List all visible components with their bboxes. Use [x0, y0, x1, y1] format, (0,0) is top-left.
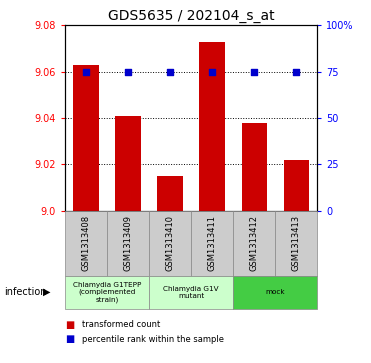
Point: [125, 69, 131, 74]
Text: percentile rank within the sample: percentile rank within the sample: [82, 335, 224, 344]
Bar: [242, 123, 267, 211]
Text: ■: ■: [65, 320, 74, 330]
Text: GSM1313411: GSM1313411: [208, 215, 217, 271]
Point: [83, 69, 89, 74]
Text: Chlamydia G1TEPP
(complemented
strain): Chlamydia G1TEPP (complemented strain): [73, 282, 141, 303]
Point: [251, 69, 257, 74]
Point: [209, 69, 215, 74]
Point: [167, 69, 173, 74]
Point: [293, 69, 299, 74]
Text: transformed count: transformed count: [82, 321, 160, 329]
Bar: [157, 176, 183, 211]
Text: Chlamydia G1V
mutant: Chlamydia G1V mutant: [163, 286, 219, 299]
Text: GSM1313409: GSM1313409: [124, 215, 132, 271]
Title: GDS5635 / 202104_s_at: GDS5635 / 202104_s_at: [108, 9, 275, 23]
Text: ■: ■: [65, 334, 74, 344]
Bar: [200, 42, 225, 211]
Bar: [115, 116, 141, 211]
Bar: [73, 65, 99, 211]
Text: GSM1313413: GSM1313413: [292, 215, 301, 271]
Text: GSM1313412: GSM1313412: [250, 215, 259, 271]
Text: GSM1313408: GSM1313408: [82, 215, 91, 271]
Text: mock: mock: [265, 289, 285, 295]
Text: ▶: ▶: [43, 287, 50, 297]
Bar: [283, 160, 309, 211]
Text: infection: infection: [4, 287, 46, 297]
Text: GSM1313410: GSM1313410: [165, 215, 174, 271]
